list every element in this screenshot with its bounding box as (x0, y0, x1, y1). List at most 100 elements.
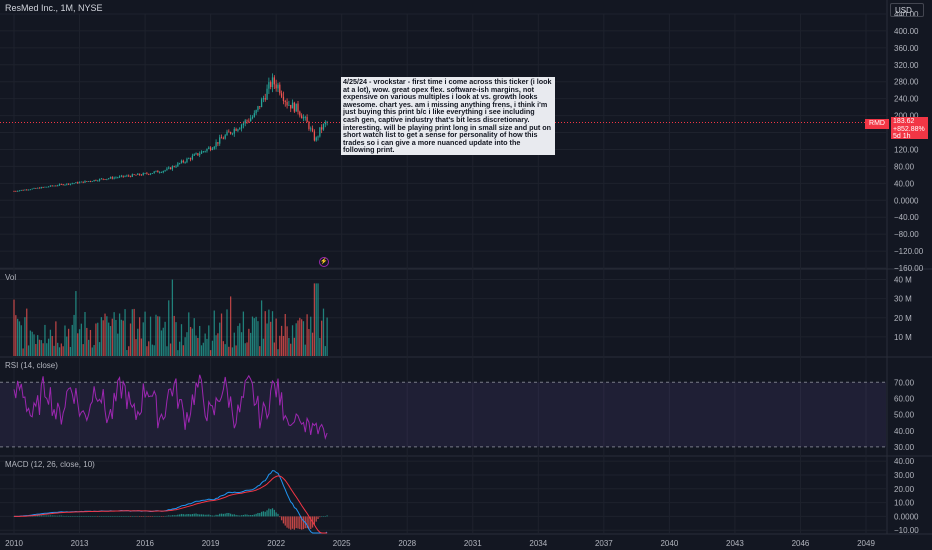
macd-histogram-bar (106, 516, 108, 517)
macd-histogram-bar (255, 513, 257, 517)
candle (62, 184, 64, 186)
volume-bar (213, 310, 215, 356)
volume-bar (189, 326, 192, 356)
candle (142, 173, 144, 176)
macd-pane-label[interactable]: MACD (12, 26, close, 10) (5, 460, 95, 469)
candle (321, 127, 323, 130)
macd-histogram-bar (57, 515, 59, 517)
macd-histogram-bar (109, 516, 112, 517)
volume-bar (73, 314, 75, 356)
candle (308, 122, 310, 129)
candle (18, 190, 21, 192)
candle (153, 171, 155, 174)
macd-histogram-bar (142, 516, 144, 517)
volume-bar (222, 341, 224, 356)
macd-histogram-bar (177, 514, 179, 517)
lightning-icon[interactable]: ⚡ (319, 257, 329, 267)
change-percent: +852.88% (893, 125, 925, 133)
macd-histogram-bar (80, 516, 82, 517)
time-axis-label: 2028 (398, 539, 416, 548)
macd-histogram-bar (270, 509, 272, 517)
volume-bar (118, 313, 121, 356)
macd-histogram-bar (248, 515, 250, 517)
candle (220, 137, 223, 139)
macd-tick-label: 0.0000 (894, 512, 919, 521)
candle (44, 186, 46, 188)
candle (47, 186, 50, 188)
volume-bar (168, 300, 170, 356)
macd-histogram-bar (326, 515, 328, 517)
price-tick-label: 400.00 (894, 27, 919, 36)
macd-histogram-bar (128, 516, 130, 517)
volume-bar (122, 320, 124, 356)
macd-histogram-bar (95, 516, 97, 517)
candle (193, 154, 195, 156)
macd-histogram-bar (279, 516, 281, 518)
candle (199, 153, 201, 156)
volume-bar (47, 338, 50, 356)
macd-histogram-bar (268, 508, 270, 517)
macd-histogram-bar (164, 516, 166, 517)
volume-bar (262, 338, 265, 356)
volume-bar (288, 337, 290, 356)
candle (49, 185, 52, 187)
volume-bar (240, 332, 243, 356)
macd-histogram-bar (133, 516, 135, 517)
price-tick-label: −160.00 (894, 264, 924, 273)
candle (188, 158, 190, 160)
volume-bar (250, 332, 252, 356)
volume-pane-label[interactable]: Vol (5, 273, 17, 282)
macd-histogram-bar (149, 516, 152, 517)
volume-bar (282, 335, 285, 356)
volume-bar (15, 315, 17, 356)
candle (24, 189, 26, 191)
macd-histogram-bar (219, 513, 221, 517)
volume-bar (171, 279, 174, 356)
idea-annotation: 4/25/24 - vrockstar - first time i come … (341, 77, 555, 155)
macd-histogram-bar (55, 515, 57, 517)
price-tick-label: 80.00 (894, 162, 915, 171)
volume-bar (204, 333, 206, 356)
volume-bar (313, 283, 316, 356)
macd-histogram-bar (60, 515, 62, 517)
volume-bar (244, 343, 246, 356)
candle (219, 137, 221, 144)
volume-bar (153, 345, 155, 356)
macd-histogram-bar (291, 516, 294, 529)
volume-bar (301, 319, 303, 356)
macd-histogram-bar (129, 516, 132, 517)
candle (157, 170, 159, 173)
candle (270, 82, 272, 88)
macd-histogram-bar (242, 514, 245, 517)
volume-bar (253, 318, 255, 356)
volume-bar (20, 325, 22, 356)
candle (226, 131, 228, 136)
volume-bar (231, 347, 234, 356)
macd-histogram-bar (280, 516, 283, 521)
candle (291, 102, 294, 109)
volume-bar (315, 283, 317, 356)
candle (140, 174, 143, 176)
candle (51, 185, 53, 187)
candle (250, 118, 252, 122)
rsi-pane-label[interactable]: RSI (14, close) (5, 361, 58, 370)
volume-bar (286, 326, 288, 356)
candle (302, 117, 305, 119)
macd-histogram-bar (251, 514, 254, 517)
candle (322, 124, 325, 130)
price-tick-label: −80.00 (894, 230, 919, 239)
volume-bar (35, 344, 37, 356)
volume-bar (38, 339, 41, 356)
price-tick-label: 0.0000 (894, 196, 919, 205)
candle (189, 158, 192, 160)
volume-bar (180, 324, 183, 356)
time-axis-label: 2049 (857, 539, 875, 548)
currency-selector[interactable]: USD (890, 3, 924, 17)
volume-bar (84, 312, 86, 356)
candle (202, 151, 204, 153)
volume-bar (226, 309, 228, 356)
rsi-tick-label: 50.00 (894, 411, 915, 420)
volume-bar (275, 318, 277, 356)
macd-histogram-bar (120, 516, 123, 517)
